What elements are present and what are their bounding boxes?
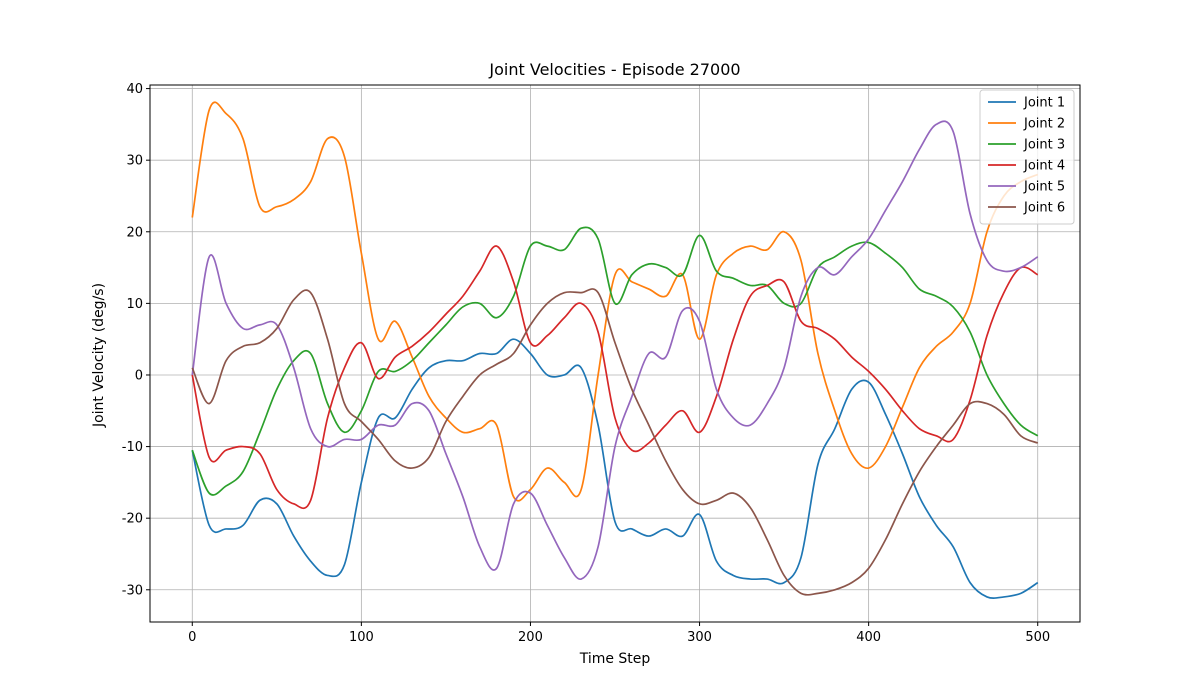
plot-series (191, 101, 1039, 599)
y-tick-label: -30 (122, 583, 143, 598)
legend-label-joint-2: Joint 2 (1023, 117, 1065, 132)
plot-frame (149, 84, 1081, 623)
y-tick-label: 0 (135, 368, 143, 383)
y-tick-label: 10 (126, 297, 143, 312)
series-line-joint-5 (191, 120, 1039, 580)
series-line-joint-3 (191, 226, 1039, 496)
legend-label-joint-3: Joint 3 (1023, 138, 1065, 153)
series-line-joint-2 (191, 101, 1039, 502)
x-tick-label: 200 (518, 630, 543, 645)
series-line-joint-1 (191, 338, 1039, 599)
chart-title: Joint Velocities - Episode 27000 (488, 60, 740, 79)
y-tick-label: -20 (122, 512, 143, 527)
y-tick-label: 40 (126, 82, 143, 97)
legend-label-joint-6: Joint 6 (1023, 201, 1065, 216)
legend-label-joint-4: Joint 4 (1023, 159, 1065, 174)
legend: Joint 1 Joint 2 Joint 3 Joint 4 Joint 5 Joint… (979, 89, 1075, 225)
series-line-joint-4 (191, 245, 1039, 510)
x-tick-label: 400 (856, 630, 881, 645)
y-tick-label: -10 (122, 440, 143, 455)
legend-label-joint-1: Joint 1 (1023, 96, 1065, 111)
x-tick-label: 300 (687, 630, 712, 645)
x-tick-label: 0 (188, 630, 196, 645)
x-tick-label: 100 (349, 630, 374, 645)
series-line-joint-6 (191, 288, 1039, 596)
x-tick-label: 500 (1025, 630, 1050, 645)
y-tick-label: 20 (126, 225, 143, 240)
y-axis-label: Joint Velocity (deg/s) (91, 283, 107, 428)
x-axis-label: Time Step (579, 651, 651, 667)
y-tick-label: 30 (126, 154, 143, 169)
axis-ticks: 0 100 200 300 400 500 -30 -20 -10 0 10 20 30 40 (122, 82, 1050, 645)
legend-label-joint-5: Joint 5 (1023, 180, 1065, 195)
